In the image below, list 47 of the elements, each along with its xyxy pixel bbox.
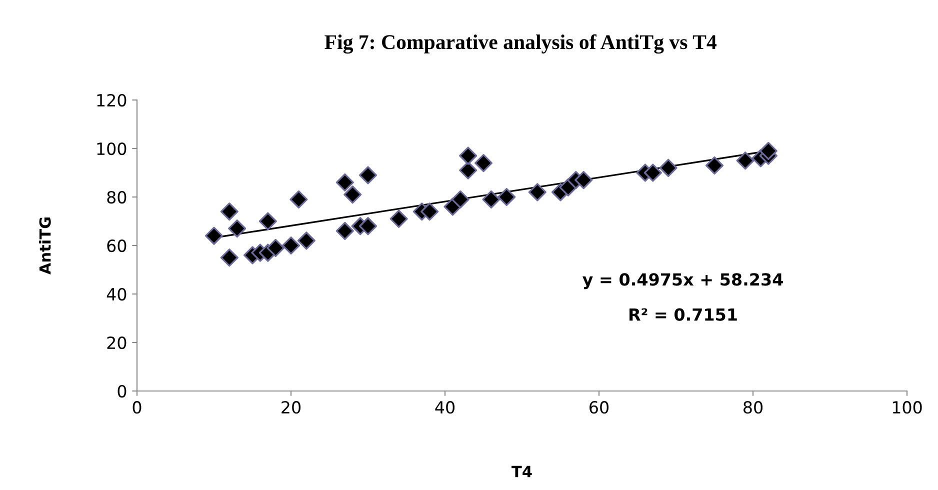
point	[474, 154, 493, 172]
point	[282, 236, 300, 255]
point	[705, 156, 724, 175]
point	[228, 219, 246, 238]
point	[336, 222, 354, 240]
point	[220, 202, 238, 221]
point	[644, 164, 662, 182]
x-tick-label: 40	[435, 401, 454, 414]
y-tick-label: 60	[107, 239, 126, 252]
x-axis-title: T4	[512, 466, 532, 478]
x-tick-label: 80	[744, 401, 762, 414]
point	[266, 238, 285, 257]
point	[574, 170, 593, 190]
point	[290, 190, 308, 208]
y-tick-label: 120	[97, 94, 126, 107]
point	[390, 210, 408, 228]
point	[336, 173, 354, 192]
y-tick-label: 40	[106, 288, 126, 301]
point	[528, 183, 546, 202]
point	[759, 142, 778, 160]
point	[451, 190, 470, 208]
point	[220, 248, 238, 267]
point	[659, 158, 678, 177]
point	[459, 146, 478, 165]
x-tick-label: 0	[132, 401, 142, 414]
annotation: R² = 0.7151	[630, 308, 737, 321]
point	[482, 190, 500, 208]
point	[204, 226, 224, 245]
point	[297, 232, 316, 250]
annotation: y = 0.4975x + 58.234	[582, 273, 783, 290]
y-tick-label: 100	[97, 142, 126, 156]
point	[420, 202, 439, 221]
x-tick-label: 20	[282, 401, 300, 414]
point	[459, 161, 478, 180]
point	[258, 212, 277, 230]
y-tick-label: 0	[118, 384, 126, 398]
point	[358, 166, 378, 184]
point	[498, 188, 516, 206]
point	[736, 152, 754, 170]
y-axis-title: AntiTG	[39, 218, 51, 275]
x-tick-label: 60	[590, 401, 608, 414]
chart-title: Fig 7: Comparative analysis of AntiTg vs T4	[324, 34, 716, 54]
y-tick-label: 80	[107, 190, 126, 204]
y-tick-label: 20	[107, 336, 126, 350]
x-tick-label: 100	[892, 401, 922, 414]
point	[358, 217, 378, 236]
point	[344, 186, 362, 204]
